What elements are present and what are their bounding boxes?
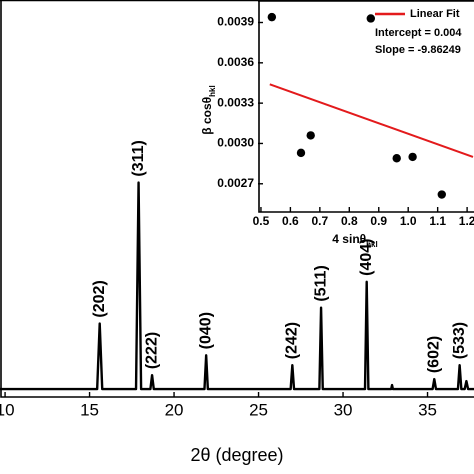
x-tick-label: 0.7 [312,214,329,228]
axis-frame [258,0,474,213]
x-tick-label: 1.2 [459,214,474,228]
label-sub: hkl [366,240,378,249]
peak-label: (533) [451,322,468,359]
legend-label: Linear Fit [410,8,460,20]
data-point [408,152,417,162]
label-main: 4 sinθ [332,232,366,246]
x-tick-label: 20 [165,400,184,419]
peak-label: (222) [143,332,160,369]
x-tick-label: 10 [0,400,15,419]
peak-label: (242) [284,322,301,359]
label-sub: hkl [208,85,217,97]
peak-label: (040) [197,312,214,349]
peak-label: (602) [426,336,443,373]
y-tick-label: 0.0030 [217,136,254,150]
y-tick-label: 0.0027 [217,176,254,190]
peak-label: (311) [130,140,147,176]
x-tick-label: 0.6 [282,214,299,228]
y-tick-label: 0.0036 [217,55,254,69]
peak-label: (511) [312,265,329,301]
x-tick-label: 25 [249,400,268,419]
y-axis-title: β cosθhkl [200,85,216,134]
fit-line [269,83,474,158]
x-tick-label: 0.9 [370,214,387,228]
y-tick-label: 0.0033 [217,95,254,109]
data-point [392,154,401,163]
pattern-line [0,181,474,391]
peak-label: (202) [91,280,108,317]
x-tick-label: 1.1 [429,214,446,228]
x-axis-title: 4 sinθhkl [332,232,377,248]
y-tick-label: 0.0039 [217,15,254,29]
data-point [296,148,306,158]
x-tick-label: 0.5 [253,214,270,228]
data-point [267,12,277,22]
x-tick-label: 1.0 [400,214,417,228]
legend-note: Slope = -9.86249 [375,44,461,56]
x-tick-label: 0.8 [341,214,358,228]
x-axis-title: 2θ (degree) [190,445,283,465]
data-point [366,14,376,23]
legend-note: Intercept = 0.004 [375,27,462,39]
label-main: β cosθ [200,97,214,135]
x-tick-label: 30 [334,400,353,419]
x-tick-label: 15 [80,400,99,419]
peak-label: (404) [358,239,375,276]
x-tick-label: 35 [418,400,437,419]
data-point [437,190,446,199]
data-point [306,131,315,140]
inset-background [258,1,474,212]
